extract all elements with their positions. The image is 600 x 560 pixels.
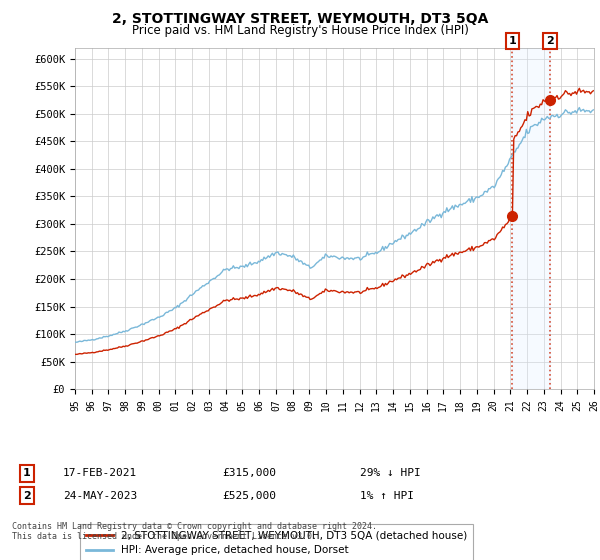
Text: £525,000: £525,000 (222, 491, 276, 501)
Text: £315,000: £315,000 (222, 468, 276, 478)
Text: Contains HM Land Registry data © Crown copyright and database right 2024.
This d: Contains HM Land Registry data © Crown c… (12, 522, 377, 542)
Text: 24-MAY-2023: 24-MAY-2023 (63, 491, 137, 501)
Text: Price paid vs. HM Land Registry's House Price Index (HPI): Price paid vs. HM Land Registry's House … (131, 24, 469, 36)
Legend: 2, STOTTINGWAY STREET, WEYMOUTH, DT3 5QA (detached house), HPI: Average price, d: 2, STOTTINGWAY STREET, WEYMOUTH, DT3 5QA… (80, 524, 473, 560)
Text: 1: 1 (23, 468, 31, 478)
Bar (512, 48, 550, 389)
Text: 17-FEB-2021: 17-FEB-2021 (63, 468, 137, 478)
Text: 1: 1 (508, 36, 516, 46)
Text: 2: 2 (546, 36, 554, 46)
Text: 1% ↑ HPI: 1% ↑ HPI (360, 491, 414, 501)
Text: 29% ↓ HPI: 29% ↓ HPI (360, 468, 421, 478)
Text: 2: 2 (23, 491, 31, 501)
Text: 2, STOTTINGWAY STREET, WEYMOUTH, DT3 5QA: 2, STOTTINGWAY STREET, WEYMOUTH, DT3 5QA (112, 12, 488, 26)
